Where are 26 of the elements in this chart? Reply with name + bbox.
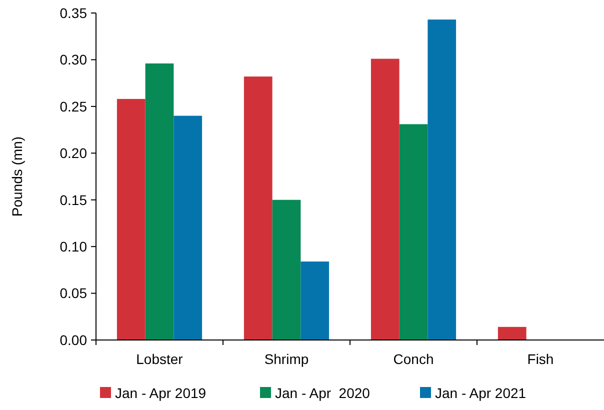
- y-tick-label: 0.00: [60, 332, 88, 348]
- bar: [174, 116, 202, 340]
- y-tick-label: 0.35: [60, 4, 88, 21]
- y-tick-label: 0.30: [60, 52, 88, 68]
- bar: [498, 326, 526, 340]
- bar: [244, 76, 272, 340]
- x-tick-label: Shrimp: [264, 351, 309, 367]
- y-axis-title: Pounds (mn): [9, 136, 25, 217]
- x-tick-label: Conch: [393, 351, 434, 367]
- y-tick-label: 0.10: [60, 238, 88, 254]
- bar: [272, 200, 301, 340]
- y-tick-label: 0.20: [60, 145, 88, 162]
- bar: [145, 63, 174, 340]
- legend-label: Jan - Apr 2020: [275, 384, 370, 401]
- bar: [116, 98, 146, 340]
- y-tick-label: 0.15: [60, 192, 88, 208]
- legend-label: Jan - Apr 2021: [435, 384, 526, 401]
- y-tick-label: 0.05: [60, 285, 88, 302]
- y-tick-label: 0.25: [60, 98, 88, 114]
- x-tick-label: Fish: [527, 351, 554, 367]
- bar: [300, 262, 330, 340]
- bar: [370, 58, 400, 340]
- legend-label: Jan - Apr 2019: [115, 384, 206, 401]
- bar: [399, 124, 428, 340]
- x-tick-label: Lobster: [136, 351, 184, 367]
- bar: [428, 20, 456, 340]
